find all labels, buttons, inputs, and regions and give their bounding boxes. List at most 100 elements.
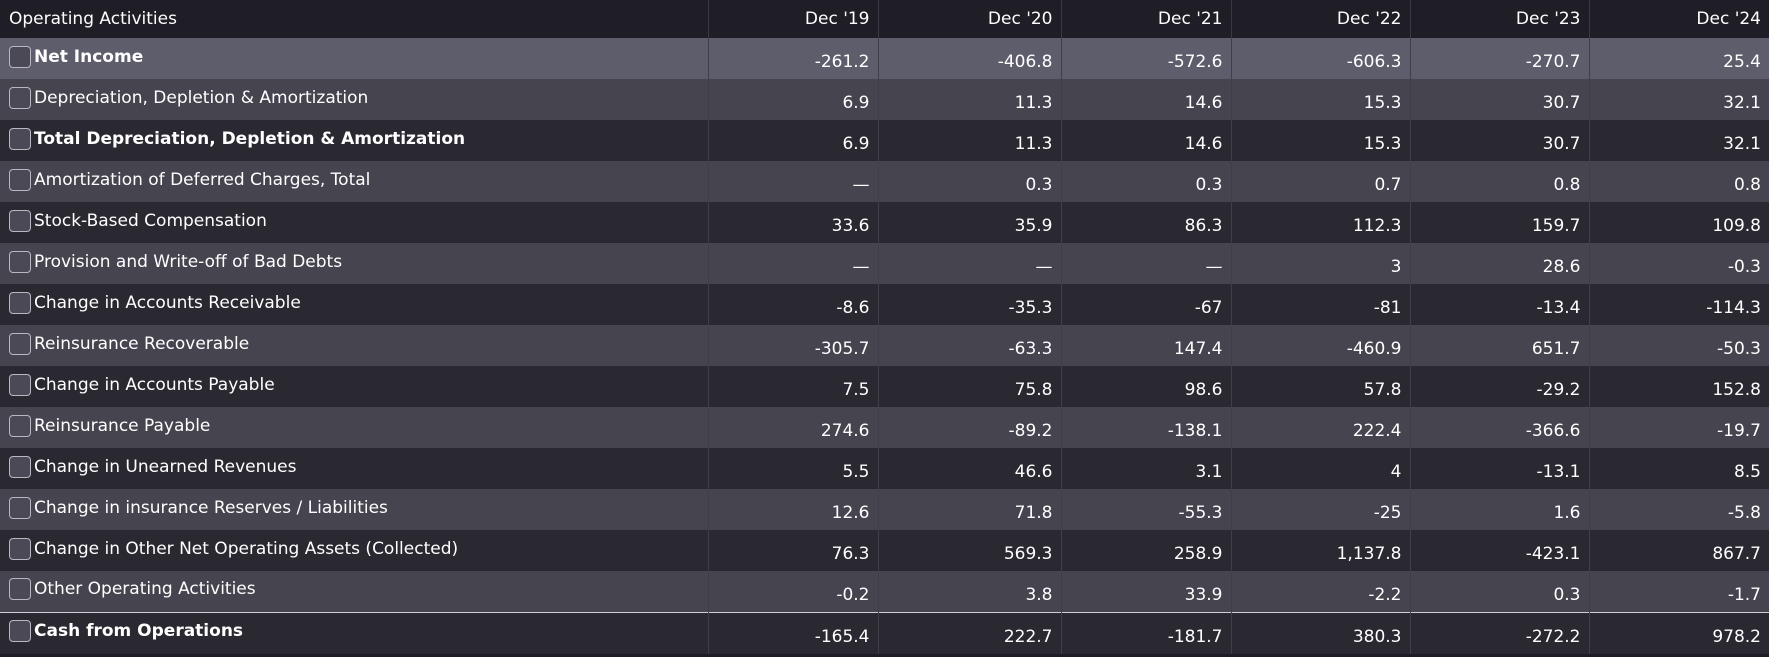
value-cell: 6.9 [708, 120, 879, 161]
column-header[interactable]: Dec '23 [1410, 0, 1590, 38]
value-cell: 75.8 [878, 366, 1062, 407]
row-checkbox[interactable] [9, 250, 31, 273]
row-checkbox[interactable] [9, 537, 31, 560]
value-cell: 159.7 [1410, 202, 1590, 243]
column-header[interactable]: Dec '22 [1231, 0, 1411, 38]
value-cell: -272.2 [1410, 611, 1590, 654]
row-label: Cash from Operations [34, 621, 244, 642]
row-label-cell: Reinsurance Payable [0, 407, 709, 448]
table-row: Reinsurance Payable 274.6 -89.2 -138.1 2… [0, 407, 1769, 448]
row-checkbox[interactable] [9, 209, 31, 232]
value-cell: -0.3 [1727, 257, 1761, 277]
value-cell: -114.3 [1706, 298, 1761, 318]
row-checkbox[interactable] [9, 373, 31, 396]
value-cell: 12.6 [708, 489, 879, 530]
value-cell: -460.9 [1231, 325, 1411, 366]
table-row: Depreciation, Depletion & Amortization 6… [0, 79, 1769, 120]
column-header[interactable]: Dec '21 [1061, 0, 1232, 38]
column-header[interactable]: Dec '19 [708, 0, 879, 38]
value-cell: 8.5 [1733, 462, 1761, 482]
table-row: Total Depreciation, Depletion & Amortiza… [0, 120, 1769, 161]
value-cell: -181.7 [1061, 611, 1232, 654]
table-row: Stock-Based Compensation 33.6 35.9 86.3 … [0, 202, 1769, 243]
table-row: Net Income -261.2 -406.8 -572.6 -606.3 -… [0, 38, 1769, 79]
value-cell: 57.8 [1231, 366, 1411, 407]
value-cell: -35.3 [878, 284, 1062, 325]
value-cell: 14.6 [1061, 79, 1232, 120]
value-cell: 0.7 [1231, 161, 1411, 202]
row-label: Amortization of Deferred Charges, Total [34, 169, 371, 190]
value-cell: -29.2 [1410, 366, 1590, 407]
value-cell: 3.8 [878, 571, 1062, 612]
value-cell: 11.3 [878, 79, 1062, 120]
value-cell: -19.7 [1717, 421, 1761, 441]
value-cell: 274.6 [708, 407, 879, 448]
row-label: Provision and Write-off of Bad Debts [34, 251, 343, 272]
row-label: Change in Other Net Operating Assets (Co… [34, 538, 459, 559]
value-cell: 380.3 [1231, 611, 1411, 654]
value-cell: -5.8 [1727, 503, 1761, 523]
value-cell: 46.6 [878, 448, 1062, 489]
row-label-cell: Cash from Operations [0, 611, 709, 654]
row-label: Depreciation, Depletion & Amortization [34, 87, 369, 108]
table-row: Change in Unearned Revenues 5.5 46.6 3.1… [0, 448, 1769, 489]
row-checkbox[interactable] [9, 168, 31, 191]
value-cell: 14.6 [1061, 120, 1232, 161]
value-cell: 0.3 [878, 161, 1062, 202]
value-cell: 0.3 [1410, 571, 1590, 612]
value-cell: 867.7 [1712, 544, 1761, 564]
row-label-cell: Total Depreciation, Depletion & Amortiza… [0, 120, 709, 161]
row-label: Change in Accounts Payable [34, 374, 275, 395]
row-label: Reinsurance Payable [34, 415, 211, 436]
value-cell: 76.3 [708, 530, 879, 571]
row-checkbox[interactable] [9, 496, 31, 519]
value-cell: 15.3 [1231, 79, 1411, 120]
row-checkbox[interactable] [9, 291, 31, 314]
value-cell: 98.6 [1061, 366, 1232, 407]
value-cell: — [708, 243, 879, 284]
row-checkbox[interactable] [9, 332, 31, 355]
column-header[interactable]: Dec '24 [1696, 9, 1761, 29]
value-cell: -67 [1061, 284, 1232, 325]
row-label-cell: Change in Accounts Payable [0, 366, 709, 407]
row-label-cell: Stock-Based Compensation [0, 202, 709, 243]
row-checkbox[interactable] [9, 455, 31, 478]
value-cell: -8.6 [708, 284, 879, 325]
value-cell: 32.1 [1723, 134, 1761, 154]
value-cell: 152.8 [1712, 380, 1761, 400]
value-cell: -406.8 [878, 38, 1062, 79]
row-label: Change in Unearned Revenues [34, 456, 297, 477]
table-row: Change in Accounts Payable 7.5 75.8 98.6… [0, 366, 1769, 407]
row-checkbox[interactable] [9, 86, 31, 109]
value-cell: 33.9 [1061, 571, 1232, 612]
value-cell: 258.9 [1061, 530, 1232, 571]
value-cell: 33.6 [708, 202, 879, 243]
table-row: Reinsurance Recoverable -305.7 -63.3 147… [0, 325, 1769, 366]
row-label-cell: Reinsurance Recoverable [0, 325, 709, 366]
row-checkbox[interactable] [9, 127, 31, 150]
value-cell: 35.9 [878, 202, 1062, 243]
value-cell: -1.7 [1727, 584, 1761, 605]
value-cell: -2.2 [1231, 571, 1411, 612]
value-cell: -25 [1231, 489, 1411, 530]
row-label: Other Operating Activities [34, 579, 256, 600]
row-checkbox[interactable] [9, 414, 31, 437]
value-cell: -606.3 [1231, 38, 1411, 79]
row-label-cell: Depreciation, Depletion & Amortization [0, 79, 709, 120]
value-cell: 1.6 [1410, 489, 1590, 530]
row-checkbox[interactable] [9, 45, 31, 68]
table-row: Change in insurance Reserves / Liabiliti… [0, 489, 1769, 530]
row-label-cell: Change in insurance Reserves / Liabiliti… [0, 489, 709, 530]
row-checkbox[interactable] [9, 620, 31, 643]
value-cell: 15.3 [1231, 120, 1411, 161]
value-cell: -81 [1231, 284, 1411, 325]
value-cell: 222.7 [878, 611, 1062, 654]
value-cell: -366.6 [1410, 407, 1590, 448]
table-row: Change in Accounts Receivable -8.6 -35.3… [0, 284, 1769, 325]
header-row: Operating Activities Dec '19 Dec '20 Dec… [0, 0, 1769, 38]
row-checkbox[interactable] [9, 578, 31, 601]
column-header[interactable]: Dec '20 [878, 0, 1062, 38]
row-label-cell: Change in Accounts Receivable [0, 284, 709, 325]
value-cell: 6.9 [708, 79, 879, 120]
row-label-cell: Change in Other Net Operating Assets (Co… [0, 530, 709, 571]
